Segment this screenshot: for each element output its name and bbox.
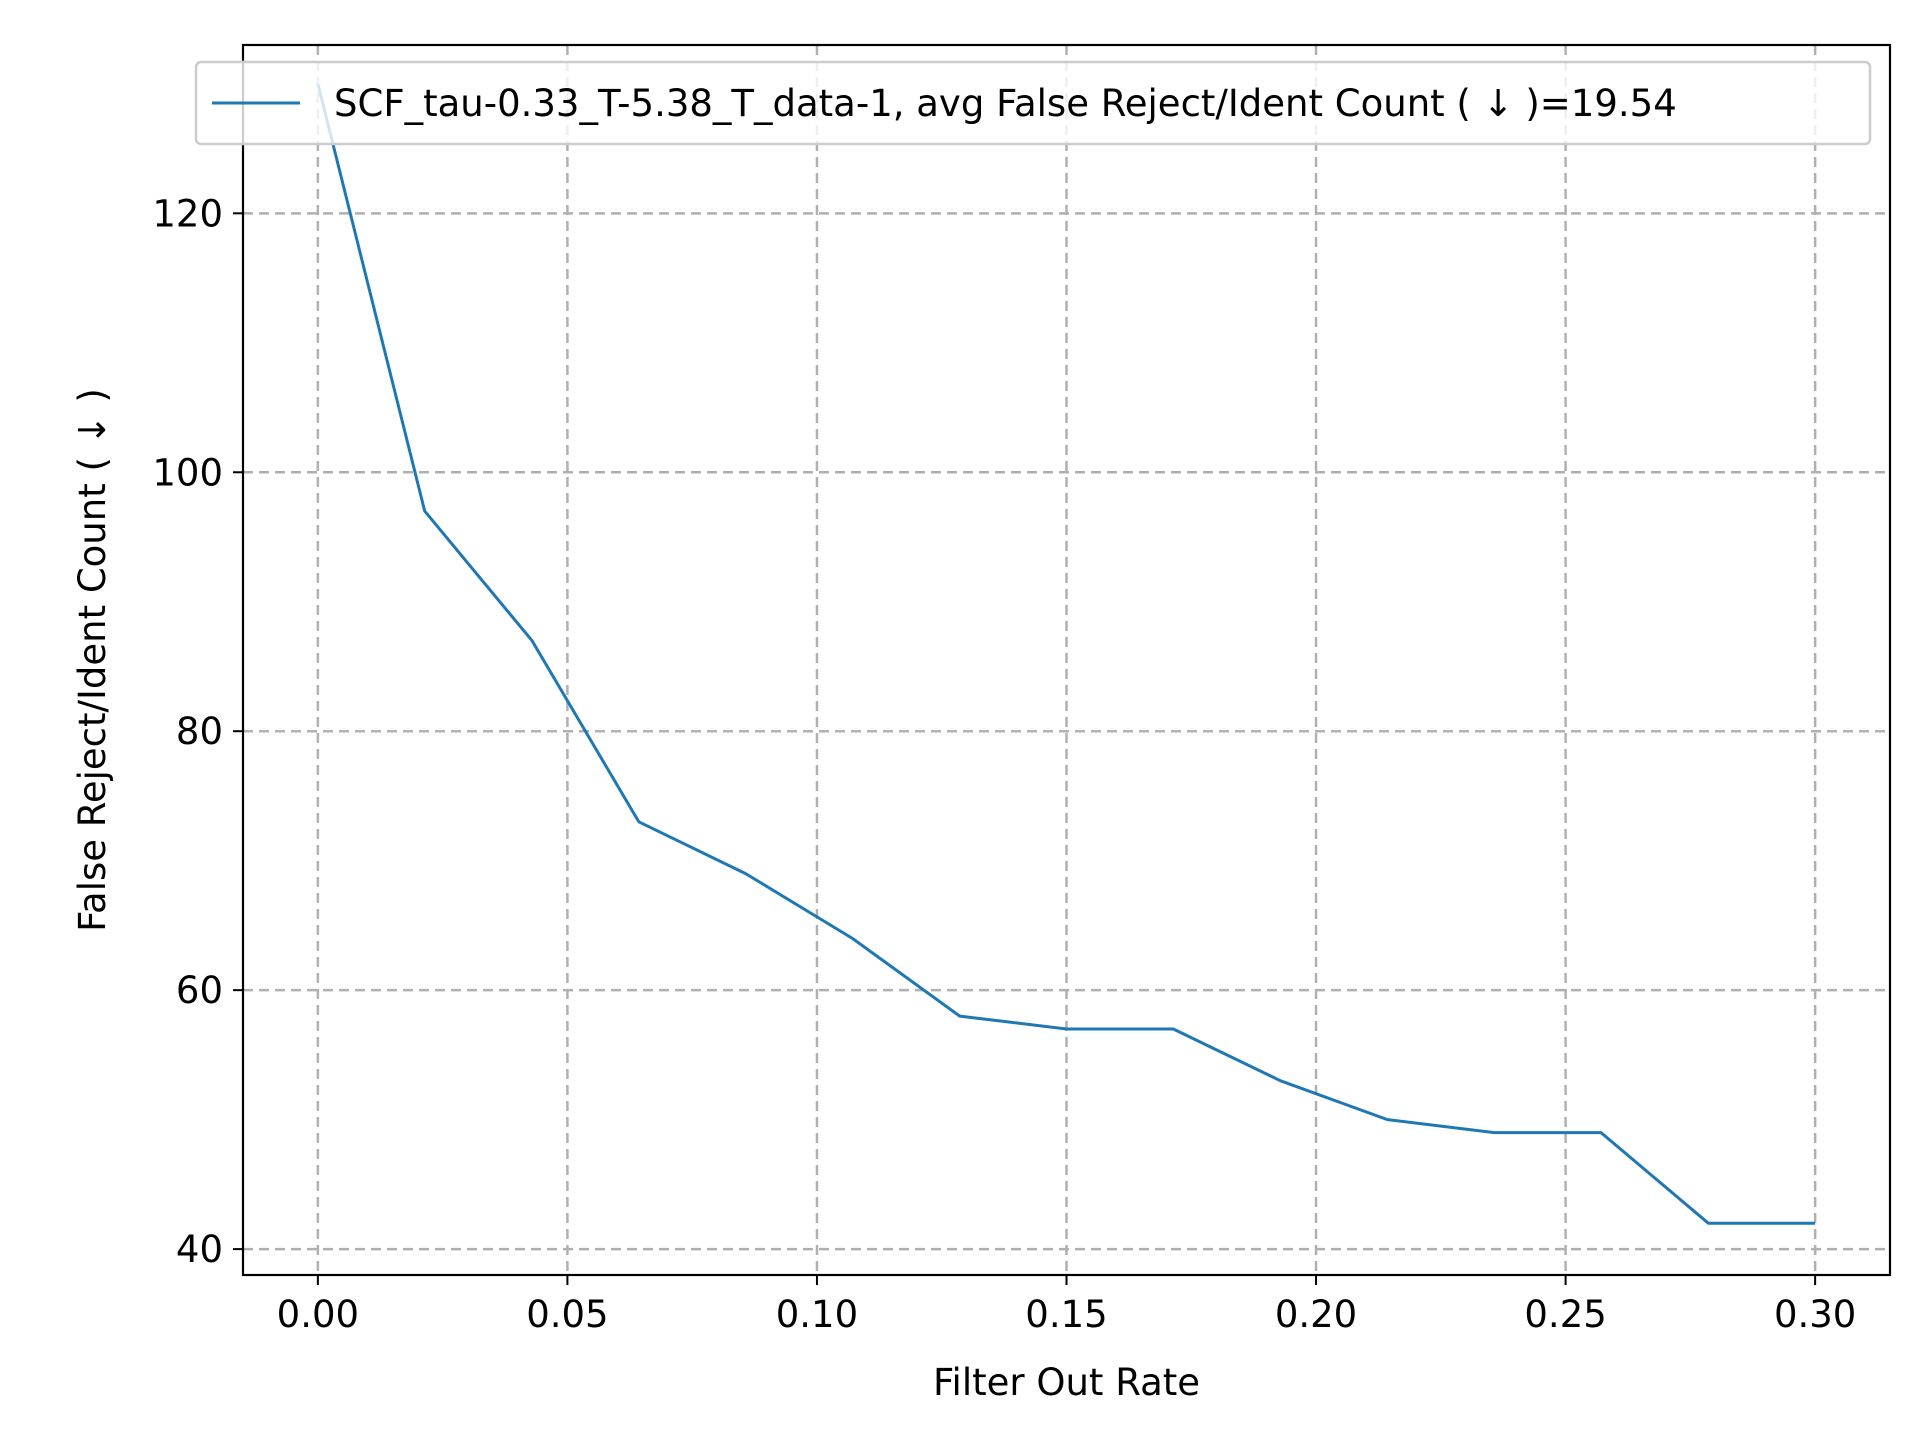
x-tick-label: 0.15 <box>1025 1293 1107 1336</box>
x-tick-label: 0.30 <box>1774 1293 1856 1336</box>
x-tick-label: 0.20 <box>1275 1293 1357 1336</box>
y-tick-label: 80 <box>176 710 223 753</box>
grid <box>243 45 1890 1275</box>
x-tick-label: 0.05 <box>526 1293 608 1336</box>
legend-box <box>194 60 1872 146</box>
axis-ticks: 0.00 0.05 0.10 0.15 0.20 0.25 0.30 40 60 80 100 120 <box>152 192 1856 1336</box>
legend: SCF_tau-0.33_T-5.38_T_data-1, avg False … <box>194 60 1872 146</box>
legend-series-label: SCF_tau-0.33_T-5.38_T_data-1, avg False … <box>334 82 1677 125</box>
series-lines <box>316 83 1816 1225</box>
x-axis-label: Filter Out Rate <box>933 1361 1200 1404</box>
x-tick-label: 0.10 <box>776 1293 858 1336</box>
y-tick-label: 100 <box>152 451 223 494</box>
x-tick-label: 0.00 <box>277 1293 359 1336</box>
y-tick-label: 120 <box>152 192 223 235</box>
y-axis-label: False Reject/Ident Count ( ↓ ) <box>71 388 114 932</box>
y-tick-label: 40 <box>176 1228 223 1271</box>
y-tick-label: 60 <box>176 969 223 1012</box>
series-line <box>316 83 1816 1225</box>
x-tick-label: 0.25 <box>1524 1293 1606 1336</box>
